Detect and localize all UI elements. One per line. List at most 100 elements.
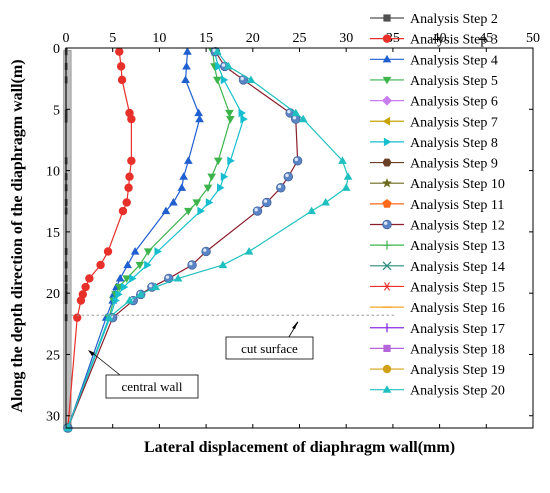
data-point: [192, 199, 202, 207]
legend-marker: [382, 282, 392, 291]
data-point: [129, 274, 137, 283]
data-point: [276, 183, 286, 193]
data-point: [63, 423, 73, 432]
data-point: [76, 296, 86, 305]
data-point: [218, 260, 228, 269]
x-tick-label: 30: [339, 31, 353, 46]
data-point: [217, 183, 225, 193]
legend-marker: [382, 116, 391, 126]
data-point: [227, 156, 235, 166]
series-line: [67, 51, 231, 429]
data-point: [283, 172, 293, 182]
data-point: [127, 156, 136, 165]
y-tick-label: 15: [46, 226, 60, 241]
legend-label: Analysis Step 11: [410, 198, 504, 213]
y-tick-label: 25: [46, 348, 60, 363]
legend-item: Analysis Step 11: [370, 198, 504, 213]
legend-item: Analysis Step 2: [370, 12, 498, 27]
legend-marker: [382, 219, 392, 230]
data-point: [125, 296, 134, 304]
data-point: [220, 75, 229, 85]
data-point: [238, 75, 249, 85]
central-wall-box: [105, 374, 199, 399]
legend-item: Analysis Step 19: [370, 363, 505, 378]
data-point: [338, 156, 347, 164]
legend-label: Analysis Step 18: [410, 342, 505, 357]
data-point: [240, 114, 248, 124]
legend-marker: [382, 364, 392, 374]
series-line: [67, 51, 201, 429]
data-point: [104, 313, 114, 321]
data-point: [207, 173, 217, 182]
x-tick-label: 5: [109, 31, 116, 46]
y-axis-title: Along the depth direction of the diaphra…: [9, 59, 26, 412]
y-tick-label: 10: [46, 165, 60, 180]
data-point: [215, 62, 223, 71]
data-point: [205, 198, 214, 207]
data-point: [154, 247, 162, 256]
data-point: [117, 75, 127, 85]
central-wall-body: [63, 50, 72, 429]
x-axis-title: Lateral displacement of diaphragm wall(m…: [144, 439, 455, 456]
data-point: [220, 172, 229, 182]
legend-marker: [382, 199, 392, 208]
legend-label: Analysis Step 10: [410, 177, 505, 192]
data-point: [161, 206, 171, 215]
legend-item: Analysis Step 17: [370, 322, 505, 337]
data-point: [203, 184, 213, 193]
data-point: [179, 172, 189, 180]
legend-item: Analysis Step 15: [370, 280, 505, 295]
data-point: [122, 198, 131, 207]
legend-label: Analysis Step 14: [410, 260, 505, 275]
data-point: [197, 206, 205, 216]
data-point: [115, 47, 124, 56]
data-point: [181, 75, 190, 83]
data-point: [130, 247, 140, 255]
legend-item: Analysis Step 12: [370, 219, 505, 234]
data-point: [112, 296, 120, 305]
legend-label: Analysis Step 3: [410, 33, 498, 48]
legend-marker: [382, 240, 392, 250]
data-point: [224, 61, 233, 70]
data-point: [182, 61, 191, 70]
data-point: [252, 206, 263, 216]
data-point: [195, 114, 204, 123]
data-point: [124, 183, 133, 192]
cut-surface-box: [225, 336, 314, 360]
cut-surface-annotation: cut surface: [225, 321, 314, 360]
data-point: [118, 206, 128, 216]
legend-marker: [382, 95, 392, 106]
legend-marker: [382, 54, 392, 63]
data-point: [184, 207, 193, 216]
data-point: [262, 197, 272, 208]
legend-label: Analysis Step 4: [410, 53, 498, 68]
series-4: [63, 47, 204, 432]
data-point: [135, 261, 145, 270]
data-point: [321, 198, 330, 206]
legend-marker: [383, 344, 391, 352]
x-tick-label: 20: [246, 31, 260, 46]
data-point: [123, 260, 132, 269]
data-point: [184, 156, 193, 164]
data-point: [144, 260, 152, 270]
data-point: [292, 156, 303, 166]
central-wall-annotation: central wall: [88, 350, 199, 399]
data-point: [73, 313, 82, 322]
data-point: [151, 282, 160, 291]
data-point: [213, 157, 223, 166]
legend-item: Analysis Step 7: [370, 115, 498, 130]
series-line: [67, 51, 349, 429]
legend-marker: [382, 178, 392, 188]
data-point: [122, 275, 132, 283]
cut-surface-label: cut surface: [241, 341, 298, 356]
legend-item: Analysis Step 3: [370, 33, 498, 48]
data-point: [201, 246, 211, 257]
series-line: [67, 51, 132, 429]
data-point: [120, 282, 129, 292]
data-point: [343, 172, 353, 180]
legend-item: Analysis Step 14: [370, 260, 505, 275]
legend-item: Analysis Step 20: [370, 384, 505, 399]
legend-marker: [383, 14, 391, 22]
data-point: [143, 248, 153, 256]
x-tick-label: 45: [479, 31, 493, 46]
